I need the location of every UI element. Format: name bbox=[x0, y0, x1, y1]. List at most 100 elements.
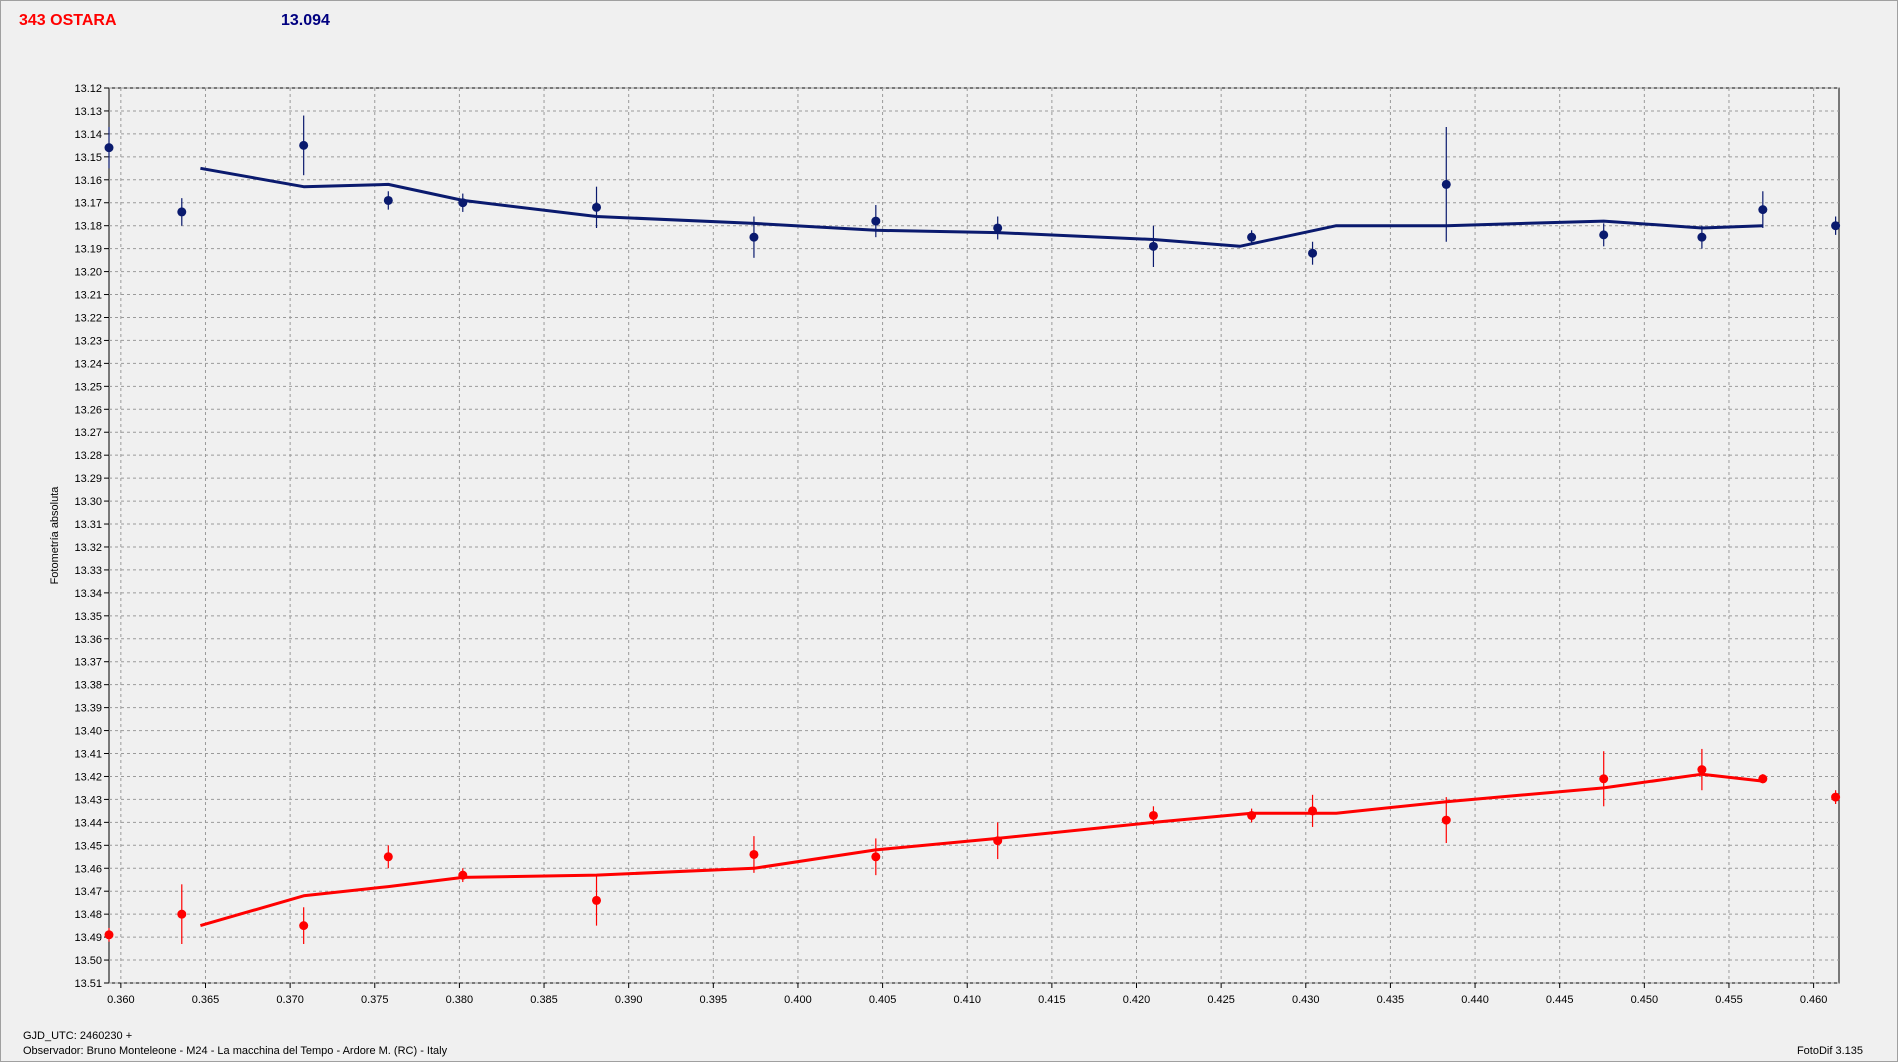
data-point bbox=[871, 216, 881, 226]
y-tick-label: 13.30 bbox=[74, 496, 102, 508]
data-point bbox=[1831, 221, 1841, 231]
y-tick-label: 13.44 bbox=[74, 817, 102, 829]
data-point bbox=[1697, 765, 1707, 775]
x-tick-label: 0.380 bbox=[446, 994, 474, 1006]
data-point bbox=[749, 232, 759, 242]
x-tick-label: 0.390 bbox=[615, 994, 643, 1006]
y-tick-label: 13.42 bbox=[74, 771, 102, 783]
y-tick-label: 13.21 bbox=[74, 290, 102, 302]
reference-magnitude: 13.094 bbox=[281, 12, 330, 29]
data-point bbox=[104, 930, 114, 940]
y-tick-label: 13.36 bbox=[74, 634, 102, 646]
data-point bbox=[458, 870, 468, 880]
data-point bbox=[1308, 248, 1318, 258]
y-tick-label: 13.23 bbox=[74, 335, 102, 347]
data-point bbox=[1441, 179, 1451, 189]
object-title: 343 OSTARA bbox=[19, 12, 117, 29]
y-tick-label: 13.37 bbox=[74, 657, 102, 669]
data-point bbox=[458, 198, 468, 208]
series-group bbox=[104, 115, 1841, 944]
data-point bbox=[1441, 815, 1451, 825]
data-point bbox=[383, 852, 393, 862]
data-point bbox=[993, 223, 1003, 233]
data-point bbox=[993, 836, 1003, 846]
y-axis-label: Fotometría absoluta bbox=[49, 486, 61, 585]
y-tick-label: 13.50 bbox=[74, 955, 102, 967]
data-point bbox=[592, 202, 602, 212]
x-tick-label: 0.460 bbox=[1800, 994, 1828, 1006]
data-point bbox=[1148, 810, 1158, 820]
data-point bbox=[1308, 806, 1318, 816]
x-tick-label: 0.450 bbox=[1631, 994, 1659, 1006]
x-tick-label: 0.440 bbox=[1461, 994, 1489, 1006]
y-tick-label: 13.45 bbox=[74, 840, 102, 852]
y-tick-label: 13.16 bbox=[74, 175, 102, 187]
plot-area bbox=[108, 87, 1840, 984]
y-tick-label: 13.26 bbox=[74, 404, 102, 416]
x-tick-label: 0.395 bbox=[700, 994, 728, 1006]
x-tick-label: 0.410 bbox=[953, 994, 981, 1006]
series-2 bbox=[104, 748, 1841, 944]
y-tick-label: 13.27 bbox=[74, 427, 102, 439]
data-point bbox=[749, 849, 759, 859]
y-tick-label: 13.18 bbox=[74, 221, 102, 233]
y-tick-label: 13.32 bbox=[74, 542, 102, 554]
y-tick-label: 13.20 bbox=[74, 267, 102, 279]
data-point bbox=[177, 909, 187, 919]
data-point bbox=[1247, 810, 1257, 820]
data-point bbox=[1247, 232, 1257, 242]
y-tick-label: 13.39 bbox=[74, 703, 102, 715]
y-tick-label: 13.49 bbox=[74, 932, 102, 944]
y-tick-label: 13.22 bbox=[74, 312, 102, 324]
x-tick-label: 0.375 bbox=[361, 994, 389, 1006]
x-tick-label: 0.435 bbox=[1377, 994, 1405, 1006]
y-tick-label: 13.33 bbox=[74, 565, 102, 577]
y-tick-label: 13.24 bbox=[74, 358, 102, 370]
data-point bbox=[1831, 792, 1841, 802]
x-tick-label: 0.405 bbox=[869, 994, 897, 1006]
data-point bbox=[1599, 774, 1609, 784]
data-point bbox=[104, 143, 114, 153]
x-tick-label: 0.455 bbox=[1715, 994, 1743, 1006]
data-point bbox=[177, 207, 187, 217]
x-tick-label: 0.370 bbox=[276, 994, 304, 1006]
x-tick-label: 0.400 bbox=[784, 994, 812, 1006]
y-tick-label: 13.29 bbox=[74, 473, 102, 485]
y-tick-label: 13.12 bbox=[74, 83, 102, 95]
y-tick-label: 13.38 bbox=[74, 680, 102, 692]
data-point bbox=[1148, 241, 1158, 251]
data-point bbox=[299, 140, 309, 150]
data-point bbox=[1758, 774, 1768, 784]
data-point bbox=[1599, 230, 1609, 240]
y-tick-label: 13.19 bbox=[74, 244, 102, 256]
y-tick-label: 13.51 bbox=[74, 978, 102, 990]
y-tick-label: 13.34 bbox=[74, 588, 102, 600]
x-tick-label: 0.445 bbox=[1546, 994, 1574, 1006]
x-tick-label: 0.385 bbox=[530, 994, 558, 1006]
y-tick-label: 13.47 bbox=[74, 886, 102, 898]
data-point bbox=[592, 895, 602, 905]
y-tick-label: 13.15 bbox=[74, 152, 102, 164]
data-point bbox=[1697, 232, 1707, 242]
x-axis-ticks: 0.360 0.365 0.370 0.375 0.380 0.385 0.390 0.395… bbox=[107, 983, 1827, 1006]
y-tick-label: 13.14 bbox=[74, 129, 102, 141]
gjd-label: GJD_UTC: 2460230 + bbox=[23, 1030, 133, 1042]
x-tick-label: 0.415 bbox=[1038, 994, 1066, 1006]
data-point bbox=[1758, 205, 1768, 215]
x-tick-label: 0.420 bbox=[1123, 994, 1151, 1006]
y-tick-label: 13.41 bbox=[74, 749, 102, 761]
y-tick-label: 13.31 bbox=[74, 519, 102, 531]
y-tick-label: 13.28 bbox=[74, 450, 102, 462]
grid bbox=[109, 87, 1839, 984]
y-tick-label: 13.43 bbox=[74, 794, 102, 806]
data-point bbox=[299, 921, 309, 931]
y-axis-ticks: 13.12 13.13 13.14 13.15 13.16 13.17 13.18 13.19… bbox=[74, 83, 109, 990]
series-1 bbox=[104, 115, 1841, 267]
y-tick-label: 13.25 bbox=[74, 381, 102, 393]
x-tick-label: 0.425 bbox=[1207, 994, 1235, 1006]
x-tick-label: 0.430 bbox=[1292, 994, 1320, 1006]
y-tick-label: 13.40 bbox=[74, 726, 102, 738]
y-tick-label: 13.17 bbox=[74, 198, 102, 210]
data-point bbox=[383, 195, 393, 205]
